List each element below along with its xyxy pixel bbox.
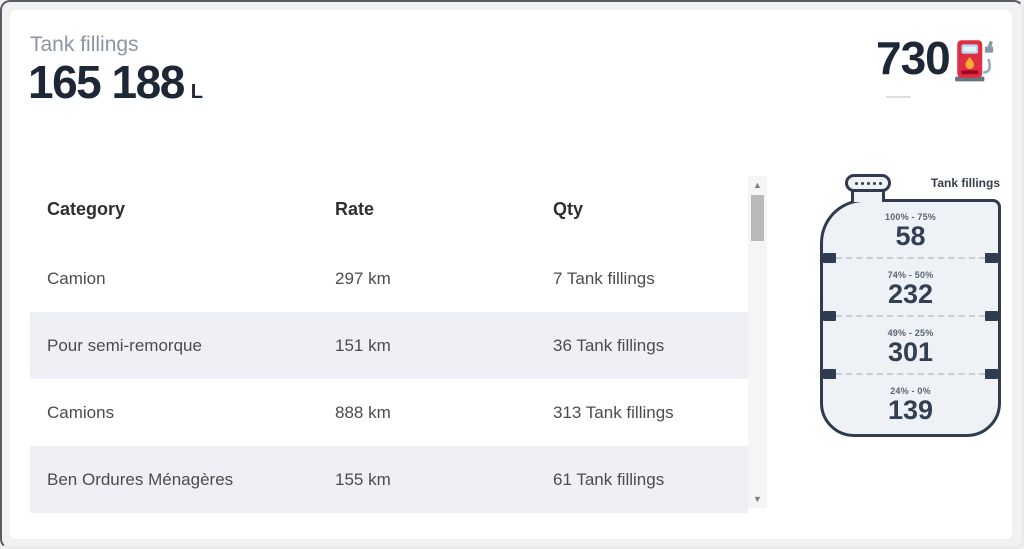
cell-qty: 313 Tank fillings — [553, 402, 674, 422]
tank-gauge: 100% - 75% 58 74% - 50% 232 49% - 25% 30… — [820, 199, 1001, 437]
segment-value: 139 — [887, 395, 934, 425]
tank-segment-74-50[interactable]: 74% - 50% 232 — [823, 260, 998, 318]
tank-separator — [823, 253, 998, 263]
cell-category: Camion — [47, 268, 106, 288]
tank-cap-icon — [845, 174, 891, 192]
segment-value: 301 — [887, 337, 934, 367]
total-liters: 165 188 L — [28, 55, 203, 109]
cell-qty: 7 Tank fillings — [553, 268, 655, 288]
tank-segment-100-75[interactable]: 100% - 75% 58 — [823, 202, 998, 260]
fillings-count: 730 — [876, 32, 951, 84]
count-divider — [886, 96, 911, 98]
tank-neck — [851, 190, 885, 202]
table-row[interactable]: Camions 888 km 313 Tank fillings — [30, 379, 748, 446]
tank-gauge-label: Tank fillings — [930, 176, 1000, 190]
segment-value: 232 — [887, 279, 934, 309]
total-value: 165 188 — [28, 56, 185, 108]
column-header-qty[interactable]: Qty — [553, 199, 584, 219]
table-row[interactable]: Ben Ordures Ménagères 155 km 61 Tank fil… — [30, 446, 748, 513]
column-header-category[interactable]: Category — [47, 199, 126, 219]
cell-qty: 61 Tank fillings — [553, 469, 665, 489]
scroll-down-icon[interactable]: ▼ — [753, 494, 762, 504]
scrollbar-thumb[interactable] — [751, 195, 764, 241]
table-scrollbar[interactable]: ▲ ▼ — [748, 176, 767, 508]
cell-qty: 36 Tank fillings — [553, 335, 665, 355]
total-unit: L — [190, 81, 203, 103]
table-row[interactable]: Pour semi-remorque 151 km 36 Tank fillin… — [30, 312, 748, 379]
tank-separator — [823, 311, 998, 321]
segment-range-label: 24% - 0% — [890, 386, 931, 396]
cell-rate: 155 km — [335, 469, 391, 489]
cell-rate: 297 km — [335, 268, 391, 288]
cell-category: Ben Ordures Ménagères — [47, 469, 234, 489]
cell-category: Pour semi-remorque — [47, 335, 202, 355]
segment-range-label: 49% - 25% — [887, 328, 934, 338]
segment-value: 58 — [895, 221, 926, 251]
column-header-rate[interactable]: Rate — [335, 199, 375, 219]
table-row[interactable]: Camion 297 km 7 Tank fillings — [30, 245, 748, 312]
cell-rate: 151 km — [335, 335, 391, 355]
scroll-up-icon[interactable]: ▲ — [753, 180, 762, 190]
widget-title: Tank fillings — [30, 33, 139, 56]
cell-rate: 888 km — [335, 402, 391, 422]
segment-range-label: 100% - 75% — [884, 212, 937, 222]
table-header: Category Rate Qty — [30, 199, 748, 223]
tank-segment-24-0[interactable]: 24% - 0% 139 — [823, 376, 998, 434]
tank-separator — [823, 369, 998, 379]
tank-segment-49-25[interactable]: 49% - 25% 301 — [823, 318, 998, 376]
fuel-pump-icon — [955, 40, 994, 82]
segment-range-label: 74% - 50% — [887, 270, 934, 280]
cell-category: Camions — [47, 402, 115, 422]
